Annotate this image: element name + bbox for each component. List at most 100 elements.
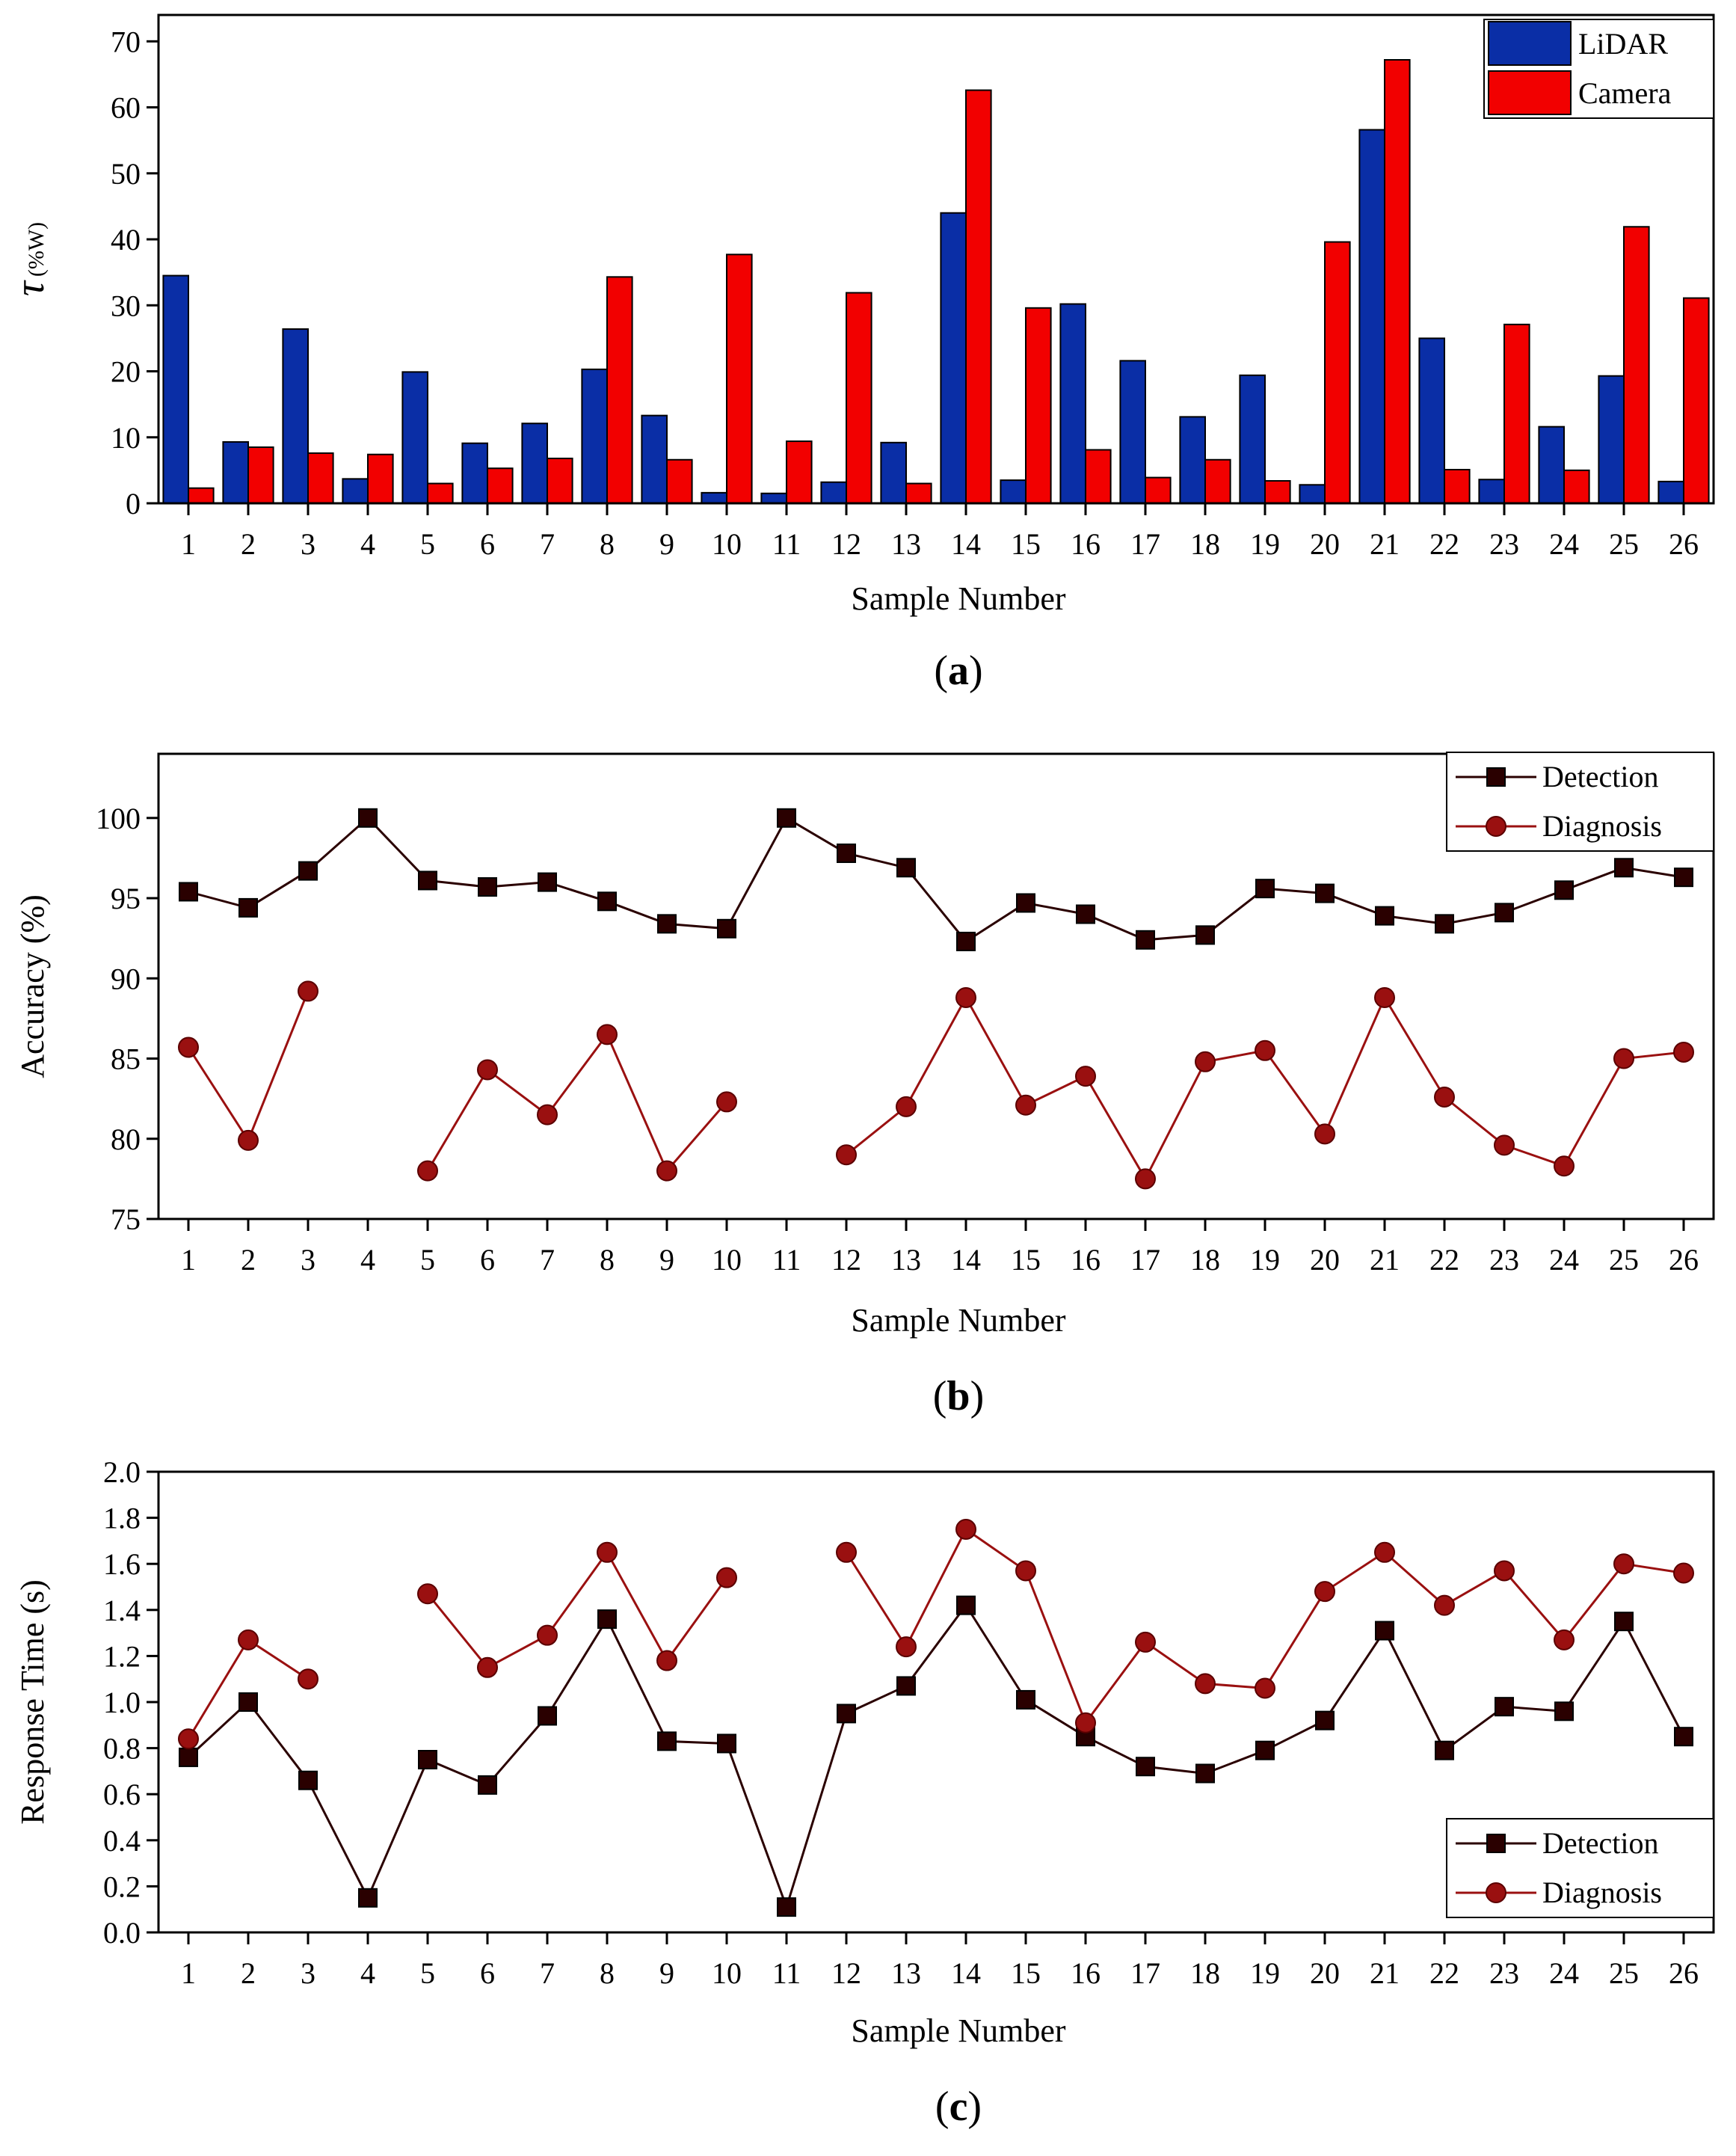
bar-lidar-23 bbox=[1478, 479, 1506, 504]
point-diagnosis-26 bbox=[1673, 1041, 1694, 1063]
x-tick-label: 1 bbox=[181, 1243, 196, 1277]
x-tick-label: 19 bbox=[1250, 1243, 1280, 1277]
x-tick-label: 3 bbox=[301, 1243, 316, 1277]
bar-lidar-18 bbox=[1179, 416, 1207, 505]
x-tick-label: 26 bbox=[1669, 1956, 1699, 1990]
point-detection-2 bbox=[238, 1692, 258, 1712]
point-detection-13 bbox=[896, 1676, 916, 1696]
point-detection-15 bbox=[1016, 1689, 1035, 1710]
x-tick-label: 17 bbox=[1130, 527, 1160, 561]
x-tick-label: 12 bbox=[831, 527, 861, 561]
point-detection-2 bbox=[238, 897, 258, 918]
point-diagnosis-16 bbox=[1075, 1712, 1096, 1733]
x-tick-label: 10 bbox=[712, 527, 742, 561]
x-tick-label: 5 bbox=[420, 1243, 435, 1277]
point-diagnosis-22 bbox=[1434, 1086, 1455, 1108]
y-tick-label: 90 bbox=[111, 962, 141, 995]
bar-camera-3 bbox=[307, 452, 334, 504]
caption-letter: a bbox=[948, 648, 969, 694]
x-tick-label: 8 bbox=[600, 527, 615, 561]
x-tick-label: 24 bbox=[1549, 1243, 1579, 1277]
x-tick-label: 20 bbox=[1310, 527, 1340, 561]
y-tick-label: 0 bbox=[126, 487, 141, 520]
point-diagnosis-7 bbox=[537, 1624, 558, 1646]
y-tick-label: 80 bbox=[111, 1122, 141, 1156]
bar-lidar-12 bbox=[820, 481, 848, 504]
y-tick-label: 50 bbox=[111, 157, 141, 191]
x-tick-label: 1 bbox=[181, 1956, 196, 1990]
y-tick-label: 0.8 bbox=[103, 1732, 141, 1766]
point-detection-17 bbox=[1136, 1757, 1155, 1777]
bar-camera-16 bbox=[1085, 449, 1112, 504]
x-tick-label: 12 bbox=[831, 1956, 861, 1990]
bar-camera-5 bbox=[427, 482, 454, 505]
x-tick-label: 16 bbox=[1071, 1956, 1101, 1990]
y-tick-label: 1.2 bbox=[103, 1639, 141, 1673]
point-diagnosis-10 bbox=[716, 1091, 737, 1113]
x-tick-label: 5 bbox=[420, 1956, 435, 1990]
bar-camera-23 bbox=[1503, 323, 1530, 504]
series-line-diagnosis bbox=[846, 995, 1684, 1182]
x-tick-label: 25 bbox=[1609, 527, 1639, 561]
chart-panel-c: 0.00.20.40.60.81.01.21.41.61.82.01 2 3 4 5 6 7… bbox=[14, 1455, 1715, 2130]
point-diagnosis-9 bbox=[656, 1650, 677, 1671]
bar-lidar-1 bbox=[162, 274, 189, 504]
x-tick-label: 15 bbox=[1011, 1956, 1041, 1990]
bar-lidar-4 bbox=[342, 478, 369, 504]
point-diagnosis-8 bbox=[597, 1541, 618, 1563]
point-detection-25 bbox=[1614, 1612, 1634, 1632]
x-tick-label: 16 bbox=[1071, 1243, 1101, 1277]
point-diagnosis-24 bbox=[1554, 1155, 1575, 1177]
point-detection-16 bbox=[1076, 904, 1095, 924]
bar-camera-15 bbox=[1025, 307, 1052, 504]
point-diagnosis-12 bbox=[836, 1144, 857, 1166]
series-line-detection bbox=[187, 1603, 1685, 1911]
point-detection-6 bbox=[478, 877, 497, 897]
bar-camera-21 bbox=[1384, 59, 1411, 504]
x-axis-label: Sample Number bbox=[851, 580, 1066, 617]
bar-camera-24 bbox=[1563, 469, 1590, 504]
point-detection-5 bbox=[418, 1750, 437, 1769]
point-detection-12 bbox=[837, 1704, 856, 1724]
point-diagnosis-23 bbox=[1494, 1134, 1515, 1156]
bar-lidar-8 bbox=[581, 368, 609, 504]
x-tick-label: 22 bbox=[1429, 1243, 1459, 1277]
x-tick-label: 4 bbox=[360, 527, 375, 561]
x-tick-label: 17 bbox=[1130, 1956, 1160, 1990]
y-tick-label: 20 bbox=[111, 355, 141, 389]
y-tick-label: 60 bbox=[111, 91, 141, 125]
y-tick-label: 1.4 bbox=[103, 1594, 141, 1627]
point-diagnosis-24 bbox=[1554, 1629, 1575, 1650]
point-diagnosis-7 bbox=[537, 1104, 558, 1125]
point-detection-26 bbox=[1674, 867, 1693, 888]
bar-lidar-9 bbox=[641, 414, 668, 504]
point-diagnosis-25 bbox=[1613, 1048, 1634, 1069]
x-tick-label: 10 bbox=[712, 1243, 742, 1277]
y-axis-symbol: τ bbox=[7, 280, 53, 296]
panel-caption: (b) bbox=[933, 1373, 984, 1419]
series-line-diagnosis bbox=[187, 1638, 309, 1740]
x-tick-label: 13 bbox=[891, 1956, 921, 1990]
point-detection-3 bbox=[298, 861, 318, 881]
series-line-diagnosis bbox=[187, 990, 310, 1143]
legend-label-diagnosis: Diagnosis bbox=[1542, 809, 1662, 843]
bar-lidar-10 bbox=[701, 491, 728, 505]
y-tick-label: 100 bbox=[96, 802, 141, 835]
point-diagnosis-14 bbox=[955, 987, 976, 1009]
y-tick-label: 75 bbox=[111, 1203, 141, 1236]
point-detection-22 bbox=[1435, 914, 1454, 934]
x-tick-label: 6 bbox=[480, 1243, 495, 1277]
x-axis-label: Sample Number bbox=[851, 2012, 1066, 2049]
x-tick-label: 13 bbox=[891, 1243, 921, 1277]
point-diagnosis-18 bbox=[1195, 1673, 1216, 1695]
y-tick-label: 0.4 bbox=[103, 1824, 141, 1858]
y-tick-label: 0.0 bbox=[103, 1916, 141, 1950]
point-diagnosis-21 bbox=[1374, 1541, 1395, 1563]
bar-camera-19 bbox=[1264, 479, 1291, 505]
bar-camera-7 bbox=[547, 457, 573, 504]
point-detection-1 bbox=[179, 1747, 198, 1767]
point-diagnosis-1 bbox=[178, 1728, 199, 1750]
legend-label-detection: Detection bbox=[1542, 760, 1659, 793]
x-tick-label: 5 bbox=[420, 527, 435, 561]
